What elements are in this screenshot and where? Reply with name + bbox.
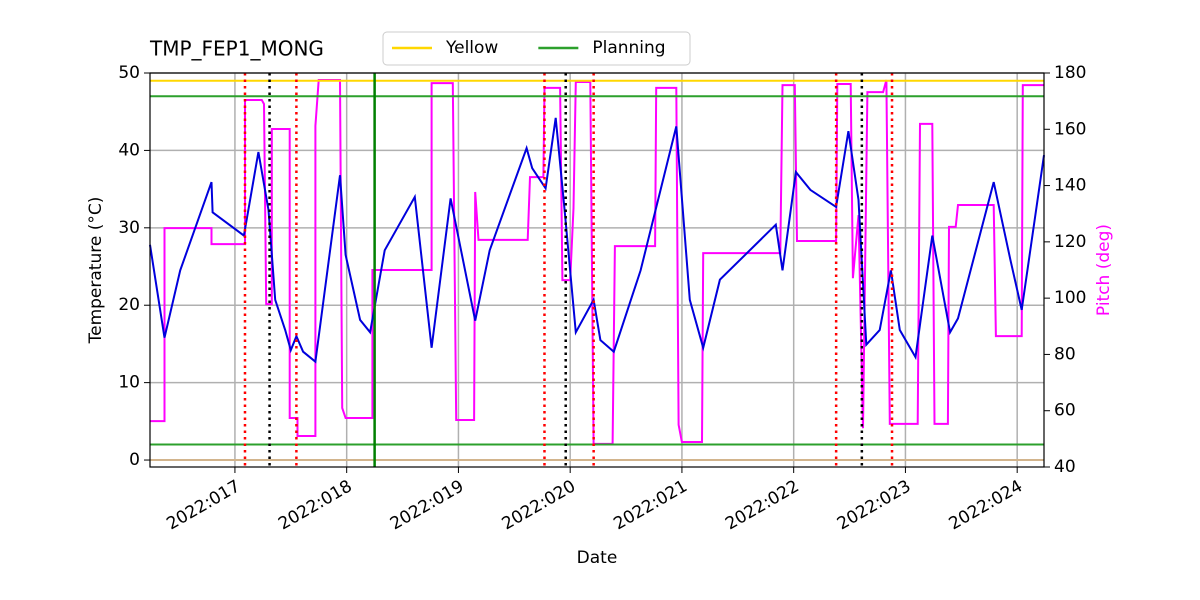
y2-tick-label: 160: [1054, 119, 1086, 139]
y-tick-label: 50: [118, 63, 140, 83]
series-line: [150, 79, 1044, 445]
y2-tick-label: 100: [1054, 288, 1086, 308]
x-tick-label: 2022:019: [387, 476, 468, 534]
x-tick-label: 2022:022: [722, 476, 803, 534]
x-tick-label: 2022:021: [610, 476, 691, 534]
y2-tick-label: 60: [1054, 401, 1076, 421]
y2-tick-label: 80: [1054, 344, 1076, 364]
chart-title: TMP_FEP1_MONG: [149, 37, 324, 61]
y2-tick-label: 120: [1054, 232, 1086, 252]
legend-label: Yellow: [445, 38, 498, 58]
y-tick-label: 10: [118, 373, 140, 393]
y-tick-label: 0: [129, 450, 140, 470]
y2-tick-label: 40: [1054, 457, 1076, 477]
series-line: [149, 117, 1045, 364]
y-tick-label: 40: [118, 140, 140, 160]
legend-box: [382, 31, 691, 66]
x-tick-label: 2022:023: [834, 476, 915, 534]
y2-tick-label: 180: [1054, 63, 1086, 83]
x-tick-label: 2022:020: [499, 476, 580, 534]
x-axis-label: Date: [577, 548, 618, 568]
y2-axis-label: Pitch (deg): [1094, 224, 1114, 316]
legend-label: Planning: [592, 38, 665, 58]
y2-tick-label: 140: [1054, 176, 1086, 196]
y-tick-label: 20: [118, 295, 140, 315]
x-tick-label: 2022:018: [275, 476, 356, 534]
y-axis-label: Temperature (°C): [86, 197, 106, 345]
y-tick-label: 30: [118, 218, 140, 238]
plot-frame: [149, 72, 1045, 468]
x-tick-label: 2022:017: [163, 476, 244, 534]
x-tick-label: 2022:024: [946, 476, 1027, 534]
